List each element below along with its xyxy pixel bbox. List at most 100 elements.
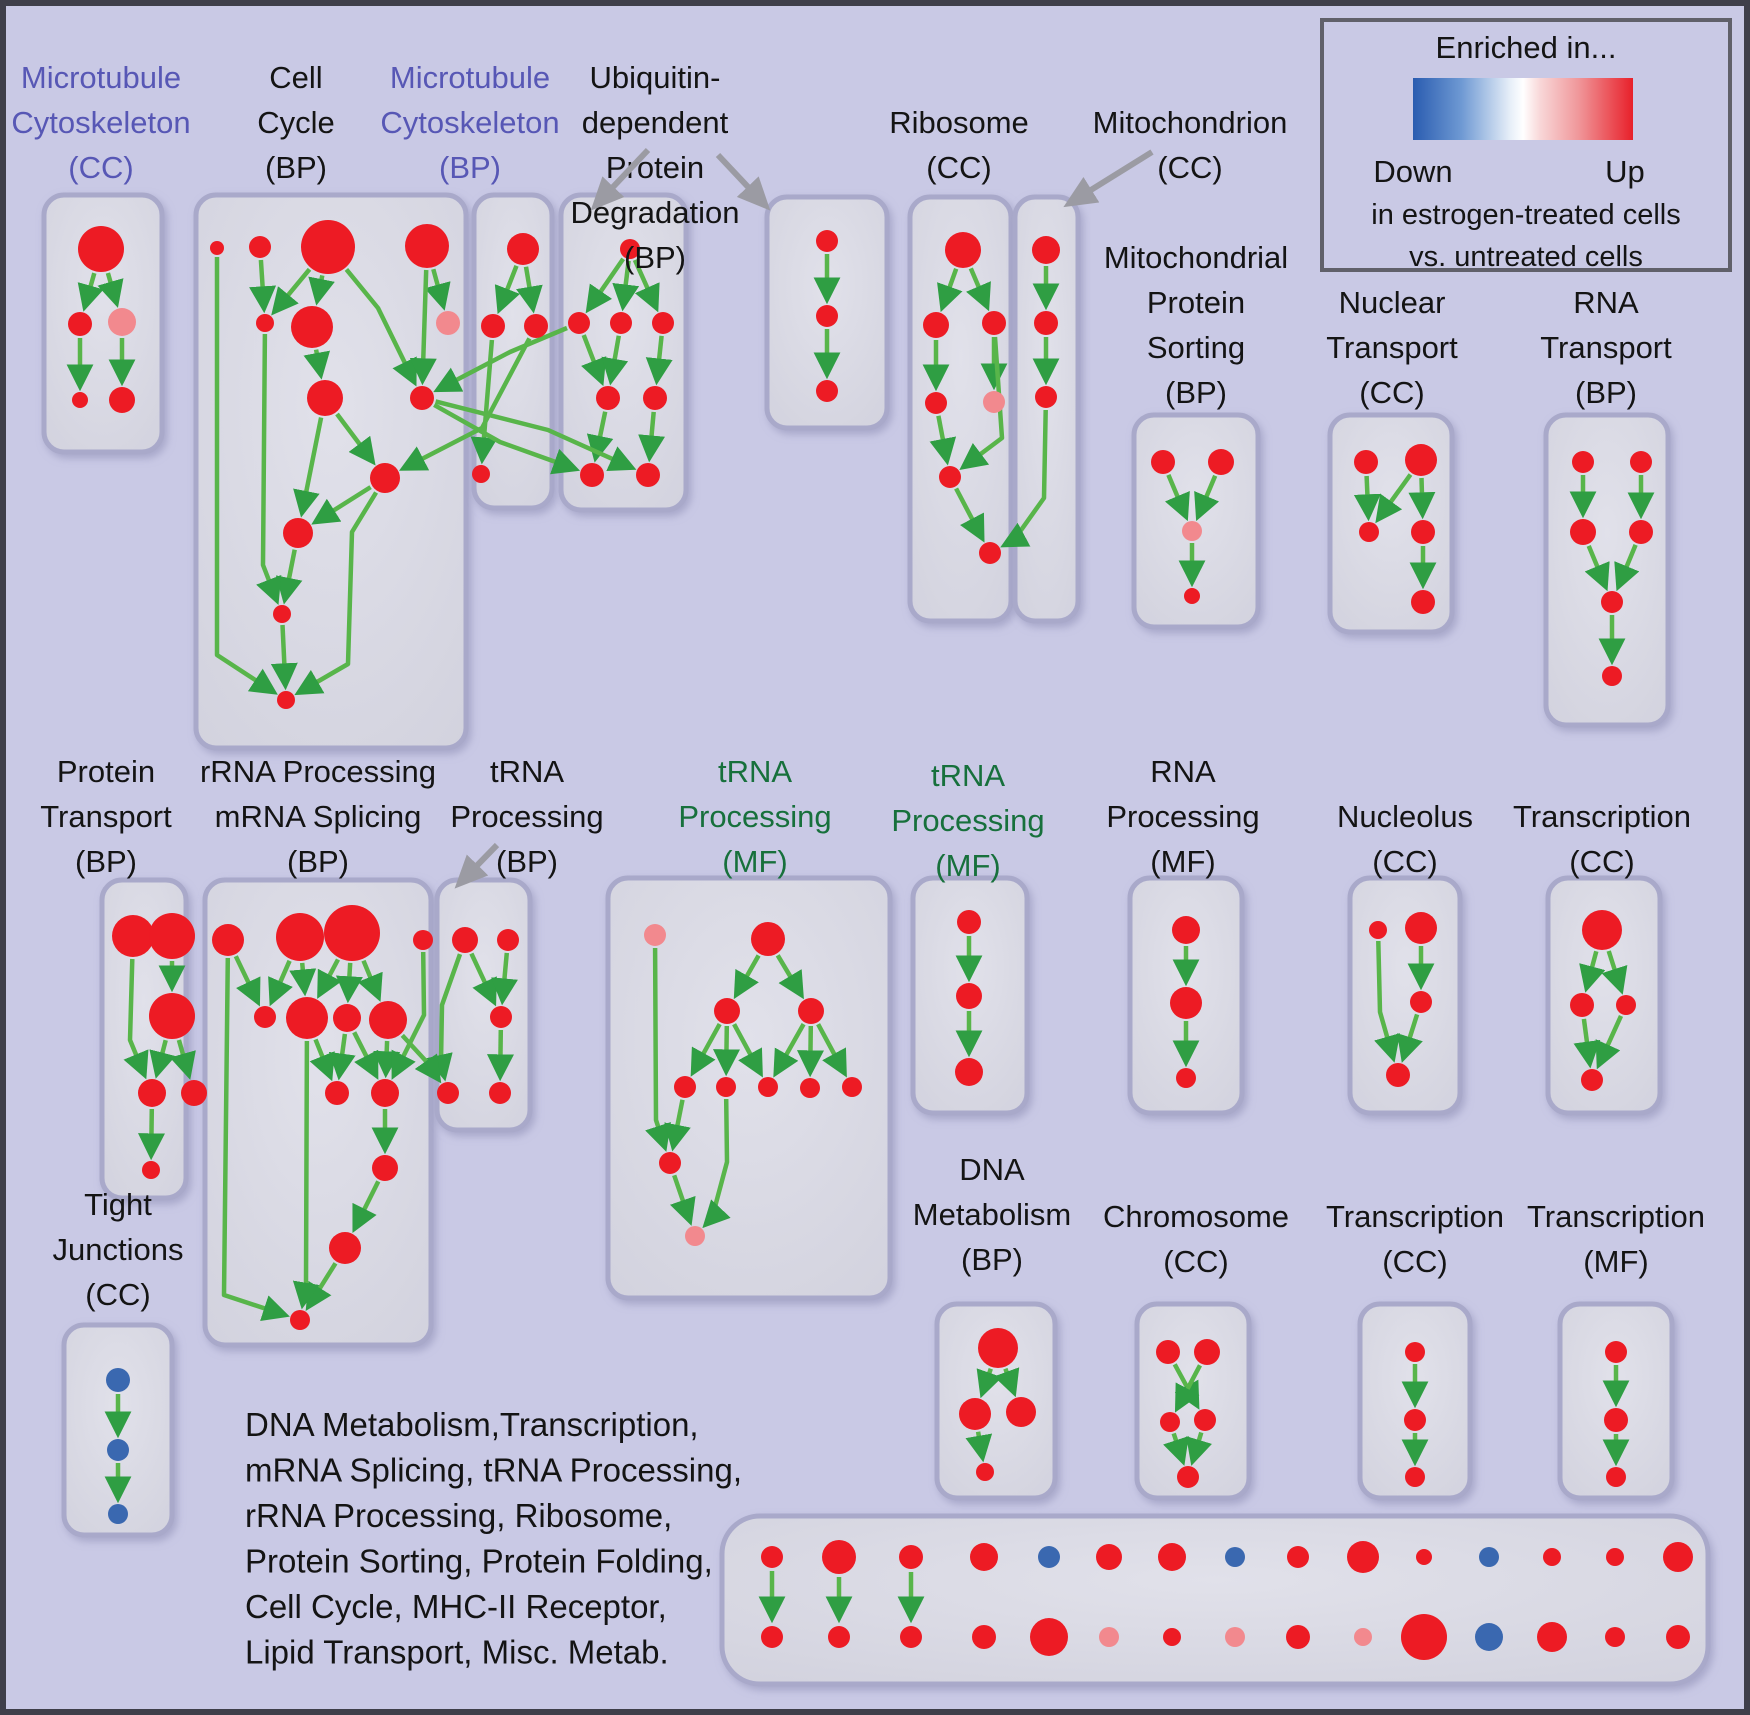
transcription-mf-label-line-0: Transcription: [1527, 1199, 1705, 1234]
rna-transport-bp-node-1: [1630, 451, 1652, 473]
tcc-edge: [1573, 1018, 1601, 1069]
strip-top-node-8: [1287, 1546, 1309, 1568]
ubiquitin-degradation-bp-right-node-0: [816, 230, 838, 252]
rr-edge: [309, 1038, 335, 1082]
strip-bottom-node-5: [1099, 1627, 1119, 1647]
ubiquitin-label-line-3: Degradation: [571, 195, 740, 230]
strip-bottom-node-14: [1666, 1625, 1690, 1649]
cc-edge: [293, 417, 324, 518]
rr-edge: [221, 957, 290, 1322]
legend-colorbar: [1413, 78, 1633, 140]
pointer-arrows: [454, 147, 1154, 889]
microtubule-cytoskeleton-bp-node-1: [481, 314, 505, 338]
tm-edge: [816, 1023, 847, 1078]
transcription-cc-mid-node-3: [1581, 1069, 1603, 1091]
tm-edge: [690, 1023, 722, 1077]
rrna-processing-mrna-splicing-bp-node-5: [286, 997, 328, 1039]
tm-edge: [664, 1099, 691, 1152]
trna-mf-small-label-line-2: (MF): [935, 848, 1000, 883]
tm-edge: [670, 1174, 696, 1226]
transcription-mf-node-2: [1606, 1467, 1626, 1487]
pt-edge: [169, 1039, 196, 1080]
legend-up-label: Up: [1605, 154, 1645, 189]
trna-processing-mf-large-node-3: [798, 998, 824, 1024]
legend: Enriched in... Down Up in estrogen-treated …: [1320, 18, 1732, 273]
microtubule-cytoskeleton-cc-node-0: [78, 226, 124, 272]
mb-edge: [494, 264, 521, 315]
dm-edge: [965, 1431, 993, 1463]
rib-edge: [954, 487, 985, 543]
rib-edge: [959, 336, 1005, 470]
trna-processing-bp-node-0: [452, 927, 478, 953]
tight-junctions-cc-node-1: [107, 1439, 129, 1461]
strip-top-node-2: [899, 1545, 923, 1569]
trna-processing-bp-node-2: [490, 1006, 512, 1028]
rr-edge: [268, 959, 293, 1007]
mitochondrion-cc-node-2: [1035, 386, 1057, 408]
nucleolus-label-line-0: Nucleolus: [1337, 799, 1473, 834]
trna-mf-small-label-line-0: tRNA: [931, 758, 1005, 793]
strip-top-node-6: [1158, 1543, 1186, 1571]
ribosome-cc-node-3: [925, 392, 947, 414]
rrna-processing-mrna-splicing-bp-node-10: [372, 1155, 398, 1181]
strip-top-node-3: [970, 1543, 998, 1571]
tight-junctions-label-line-0: Tight: [84, 1187, 152, 1222]
ubiquitin-degradation-bp-left-node-1: [568, 312, 590, 334]
nuclear-transport-cc-node-4: [1411, 590, 1435, 614]
cell-cycle-label-line-1: Cycle: [257, 105, 335, 140]
ub-edge: [601, 335, 629, 386]
transcription-mf-node-1: [1604, 1408, 1628, 1432]
misc-terms-text-line-3: Protein Sorting, Protein Folding,: [245, 1543, 713, 1580]
tight-junctions-cc-node-2: [108, 1504, 128, 1524]
mitochondrial-protein-sorting-bp-node-0: [1151, 450, 1175, 474]
mitochondrion-label-line-1: (CC): [1157, 150, 1222, 185]
chromosome-cc-node-1: [1194, 1339, 1220, 1365]
dna-metabolism-bp-node-1: [959, 1398, 991, 1430]
ubiquitin-degradation-bp-left-node-3: [652, 312, 674, 334]
cell-cycle-bp-node-7: [307, 380, 343, 416]
tm-edge: [702, 1098, 731, 1229]
cc-edge: [249, 259, 277, 314]
strip-top-node-10: [1416, 1549, 1432, 1565]
trna-mf-large-label-line-1: Processing: [678, 799, 831, 834]
cross-edge: [435, 399, 637, 472]
ribosome-label-line-1: (CC): [926, 150, 991, 185]
strip-top-node-9: [1347, 1541, 1379, 1573]
strip-bottom-node-12: [1537, 1622, 1567, 1652]
strip-bottom-node-10: [1401, 1614, 1447, 1660]
trna-processing-mf-large-node-10: [685, 1226, 705, 1246]
trna-processing-mf-large-node-5: [716, 1077, 736, 1097]
cell-cycle-bp-node-9: [370, 463, 400, 493]
nucleolus-cc-node-0: [1369, 921, 1387, 939]
cross-edge: [1000, 409, 1048, 548]
tb-edge: [486, 1029, 514, 1082]
chr-edge: [1163, 1432, 1189, 1466]
rr-edge: [352, 1031, 379, 1080]
rna-transport-bp-node-5: [1602, 666, 1622, 686]
cc-edge: [344, 267, 417, 387]
trna-processing-bp-node-3: [437, 1082, 459, 1104]
legend-title: Enriched in...: [1436, 30, 1617, 65]
microtubule-cytoskeleton-bp-node-0: [507, 233, 539, 265]
rr-edge: [352, 1180, 381, 1234]
strip-top-node-13: [1606, 1548, 1624, 1566]
rna-processing-mf-node-2: [1176, 1068, 1196, 1088]
cell-cycle-bp-node-10: [283, 518, 313, 548]
chromosome-cc-node-0: [1156, 1340, 1180, 1364]
tm-edge: [773, 1022, 806, 1078]
tm-edge: [712, 1025, 740, 1077]
misc-terms-text-line-5: Lipid Transport, Misc. Metab.: [245, 1634, 669, 1671]
transcription-cc-bottom-label-line-0: Transcription: [1326, 1199, 1504, 1234]
microtubule-cytoskeleton-bp-node-2: [524, 314, 548, 338]
misc-enrichment-strip-box: [719, 1513, 1711, 1687]
cc-edge: [256, 333, 282, 605]
cell-cycle-bp-node-3: [405, 224, 449, 268]
msort-edge: [1164, 474, 1190, 522]
strip-bottom-node-11: [1475, 1623, 1503, 1651]
rna-transport-label-line-1: Transport: [1540, 330, 1672, 365]
ubiquitin-degradation-bp-right-node-1: [816, 305, 838, 327]
dna-metabolism-label-line-1: Metabolism: [913, 1197, 1072, 1232]
transcription-cc-mid-node-2: [1616, 995, 1636, 1015]
protein-transport-bp-node-2: [149, 993, 195, 1039]
tb-edge: [426, 953, 463, 1082]
